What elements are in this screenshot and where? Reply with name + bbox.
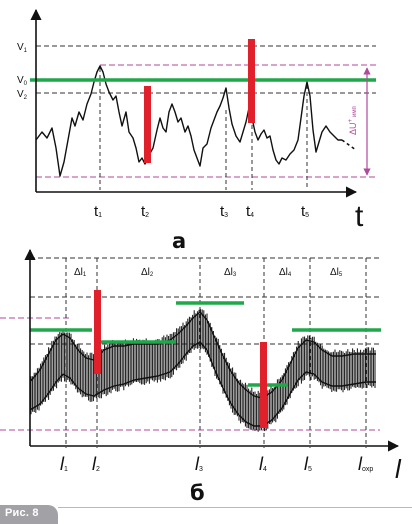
label-l4: l4	[259, 454, 267, 474]
label-l5: l5	[304, 454, 312, 474]
figure-caption: Рис. 8	[5, 507, 39, 519]
signal-tail	[341, 139, 357, 151]
impulse-l4	[260, 342, 267, 428]
axis-t-label: t	[355, 200, 364, 233]
delta-u-label: ΔU+имп	[348, 106, 358, 135]
label-v1: V1	[17, 42, 28, 54]
figure-caption-bar: Рис. 8	[0, 505, 412, 524]
label-dl4: Δl4	[279, 267, 292, 278]
panel-b: Δl1 Δl2 Δl3 Δl4 Δl5 l1 l2 l3 l4 l5 lохр …	[0, 248, 402, 505]
label-t2: t2	[141, 203, 149, 220]
figure-caption-tab: Рис. 8	[0, 505, 58, 524]
label-l3: l3	[195, 454, 203, 474]
label-dl3: Δl3	[224, 267, 237, 278]
label-lohr: lохр	[358, 454, 373, 474]
label-l2: l2	[92, 454, 100, 474]
impulse-t4	[248, 39, 255, 123]
label-v2: V2	[17, 89, 28, 101]
impulse-t2	[144, 86, 151, 163]
label-t4: t4	[246, 203, 254, 220]
panel-b-label: б	[190, 481, 205, 505]
signal-band-hatch	[30, 309, 376, 432]
label-t5: t5	[301, 203, 309, 220]
caption-rule	[58, 507, 412, 508]
label-dl2: Δl2	[141, 267, 154, 278]
label-v0: V0	[17, 75, 28, 87]
signal-band-lower	[29, 341, 376, 427]
impulse-l2	[94, 290, 101, 374]
signal-band-upper	[29, 311, 376, 399]
label-t1: t1	[94, 203, 102, 220]
axis-l-label: l	[395, 454, 402, 484]
label-dl5: Δl5	[330, 267, 343, 278]
label-l1: l1	[60, 454, 68, 474]
signal-curve	[35, 65, 342, 177]
panel-a: ΔU+имп V1 V0 V2 t1 t2 t3 t4 t5 t а	[17, 8, 376, 253]
label-t3: t3	[220, 203, 228, 220]
panel-a-label: а	[172, 229, 186, 253]
label-dl1: Δl1	[74, 267, 87, 278]
